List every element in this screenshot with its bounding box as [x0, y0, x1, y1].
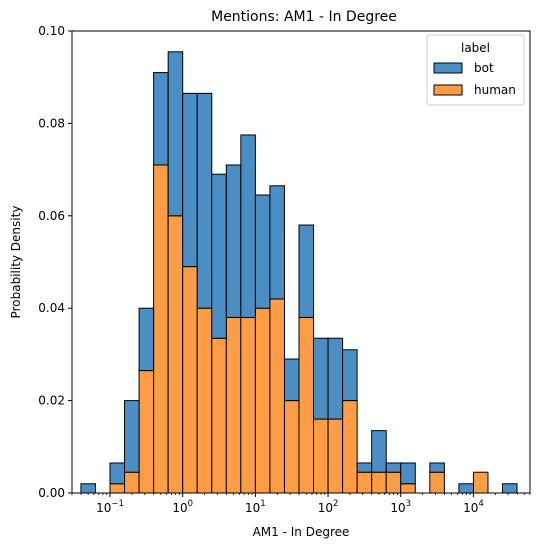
bar-human: [167, 215, 184, 494]
legend: label bot human: [426, 34, 525, 106]
legend-label-human: human: [474, 83, 516, 97]
bar-human: [327, 418, 344, 494]
bar-bot: [458, 483, 474, 494]
bar-bot: [327, 337, 344, 420]
bar-bot: [80, 483, 96, 494]
bar-human: [138, 370, 155, 494]
bar-bot: [225, 164, 242, 318]
bar-bot: [138, 307, 155, 372]
bar-human: [211, 337, 227, 494]
bar-human: [342, 400, 358, 494]
bar-bot: [385, 462, 402, 473]
bar-bot: [211, 173, 227, 339]
bar-bot: [429, 462, 445, 473]
legend-swatch-bot: [433, 62, 463, 74]
chart-title: Mentions: AM1 - In Degree: [211, 9, 397, 25]
bar-bot: [254, 194, 271, 309]
bar-human: [429, 471, 445, 494]
bar-human: [240, 316, 256, 494]
y-tick-label: 0.04: [38, 301, 65, 315]
y-tick-label: 0.02: [38, 394, 65, 408]
bar-human: [385, 471, 402, 494]
bar-human: [298, 316, 315, 494]
x-axis-title: AM1 - In Degree: [253, 525, 350, 539]
bar-bot: [298, 224, 315, 318]
bar-bot: [167, 51, 184, 217]
bar-bot: [182, 92, 198, 268]
bar-bot: [371, 430, 387, 473]
bar-bot: [109, 462, 126, 485]
bar-human: [356, 471, 373, 494]
bar-bot: [124, 400, 140, 473]
y-tick-label: 0.08: [38, 116, 65, 130]
bar-bot: [269, 185, 285, 300]
bar-human: [371, 471, 387, 494]
bar-human: [153, 164, 169, 494]
legend-title: label: [461, 41, 490, 55]
bar-human: [225, 316, 242, 494]
bar-bot: [283, 358, 300, 402]
bars-group: [80, 51, 518, 494]
bar-bot: [240, 134, 256, 318]
bar-bot: [400, 462, 416, 485]
plot-frame: [71, 30, 531, 494]
bar-human: [254, 307, 271, 494]
bar-human: [400, 483, 416, 494]
bar-human: [269, 298, 285, 494]
bar-human: [313, 418, 329, 494]
bar-bot: [153, 72, 169, 166]
bar-human: [472, 471, 489, 494]
bar-bot: [356, 462, 373, 473]
bar-bot: [342, 349, 358, 402]
bar-human: [124, 471, 140, 494]
y-axis: 0.00 0.02 0.04 0.06 0.08 0.10: [38, 24, 72, 500]
legend-label-bot: bot: [474, 61, 494, 75]
y-tick-label: 0.10: [38, 24, 65, 38]
bar-human: [283, 400, 300, 494]
bar-human: [182, 266, 198, 494]
bar-bot: [313, 337, 329, 420]
bar-human: [196, 307, 213, 494]
bar-bot: [502, 483, 518, 494]
y-tick-label: 0.00: [38, 486, 65, 500]
bar-human: [109, 483, 126, 494]
bar-bot: [196, 92, 213, 309]
legend-swatch-human: [433, 84, 463, 96]
y-tick-label: 0.06: [38, 209, 65, 223]
y-axis-title: Probability Density: [9, 206, 23, 319]
